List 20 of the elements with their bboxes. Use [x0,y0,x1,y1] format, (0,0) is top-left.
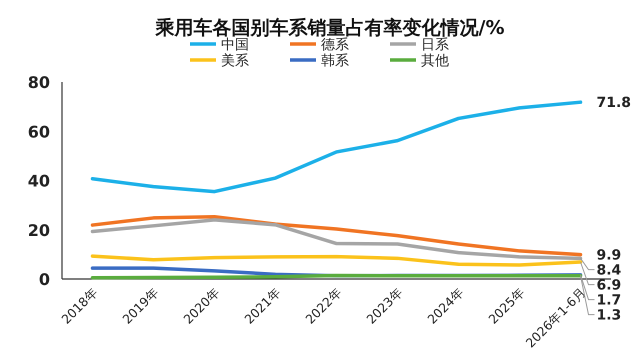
legend-label: 中国 [221,37,249,53]
line-series [90,100,582,194]
y-tick-label: 40 [28,172,50,190]
data-label: 71.8 [596,95,632,112]
line-series [90,254,582,267]
data-label: 8.4 [596,262,622,279]
y-tick-label: 0 [38,270,50,289]
data-label: 1.7 [596,292,622,309]
y-tick-label: 80 [28,73,50,92]
legend-label: 美系 [221,53,249,69]
y-tick-label: 60 [28,122,50,142]
data-label: 1.3 [596,308,622,324]
chart-title: 乘用车各国别车系销量占有率变化情况/% [154,17,504,39]
legend-label: 其他 [421,53,449,69]
y-tick-label: 20 [28,220,50,240]
data-label: 9.9 [596,248,622,264]
data-label: 6.9 [596,278,622,294]
legend-label: 日系 [421,37,449,53]
legend-label: 韩系 [321,53,349,69]
legend-label: 德系 [321,37,349,53]
